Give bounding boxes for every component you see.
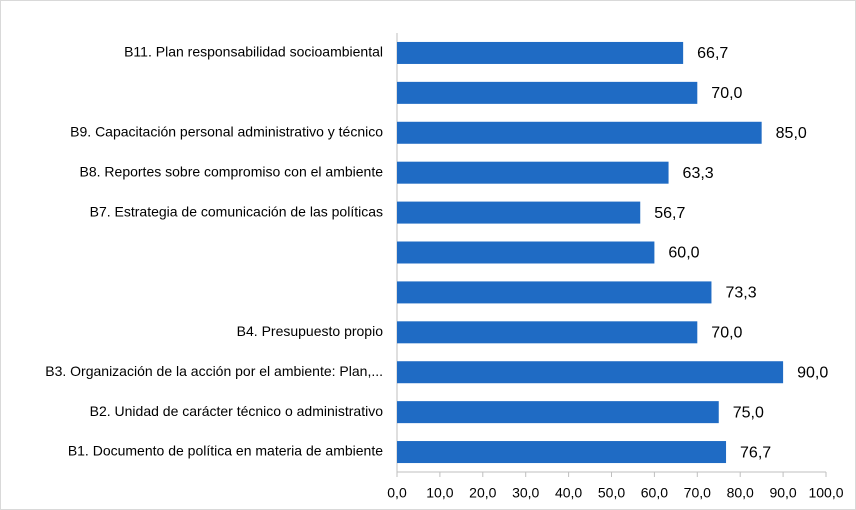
x-tick-label: 20,0: [469, 485, 496, 501]
value-label: 90,0: [797, 364, 828, 381]
bar: [397, 321, 698, 344]
x-tick-label: 50,0: [598, 485, 625, 501]
value-label: 76,7: [740, 444, 771, 461]
category-label: B7. Estrategia de comunicación de las po…: [90, 203, 383, 219]
category-label: B3. Organización de la acción por el amb…: [45, 363, 383, 379]
value-label: 63,3: [683, 165, 714, 182]
value-label: 75,0: [733, 404, 764, 421]
bar: [397, 401, 719, 424]
x-tick-label: 80,0: [727, 485, 754, 501]
bar: [397, 441, 727, 464]
category-label: B2. Unidad de carácter técnico o adminis…: [90, 403, 384, 419]
bar: [397, 361, 784, 384]
value-label: 73,3: [725, 285, 756, 302]
value-label: 70,0: [711, 85, 742, 102]
bar: [397, 121, 762, 144]
bar: [397, 281, 712, 304]
value-label: 66,7: [697, 45, 728, 62]
value-label: 60,0: [668, 245, 699, 262]
bar: [397, 41, 684, 64]
value-label: 85,0: [776, 125, 807, 142]
value-label: 70,0: [711, 325, 742, 342]
x-tick-label: 90,0: [769, 485, 796, 501]
bar: [397, 201, 641, 224]
category-label: B11. Plan responsabilidad socioambiental: [124, 44, 383, 60]
bar: [397, 241, 655, 264]
category-label: B8. Reportes sobre compromiso con el amb…: [80, 163, 384, 179]
category-label: B1. Documento de política en materia de …: [68, 443, 383, 459]
value-label: 56,7: [654, 205, 685, 222]
x-tick-label: 60,0: [641, 485, 668, 501]
category-label: B4. Presupuesto propio: [237, 323, 384, 339]
x-tick-label: 70,0: [684, 485, 711, 501]
bar: [397, 161, 669, 184]
x-tick-label: 40,0: [555, 485, 582, 501]
x-tick-label: 10,0: [426, 485, 453, 501]
bar: [397, 81, 698, 104]
x-tick-label: 100,0: [808, 485, 843, 501]
category-label: B9. Capacitación personal administrativo…: [70, 123, 383, 139]
x-tick-label: 30,0: [512, 485, 539, 501]
x-tick-label: 0,0: [387, 485, 407, 501]
